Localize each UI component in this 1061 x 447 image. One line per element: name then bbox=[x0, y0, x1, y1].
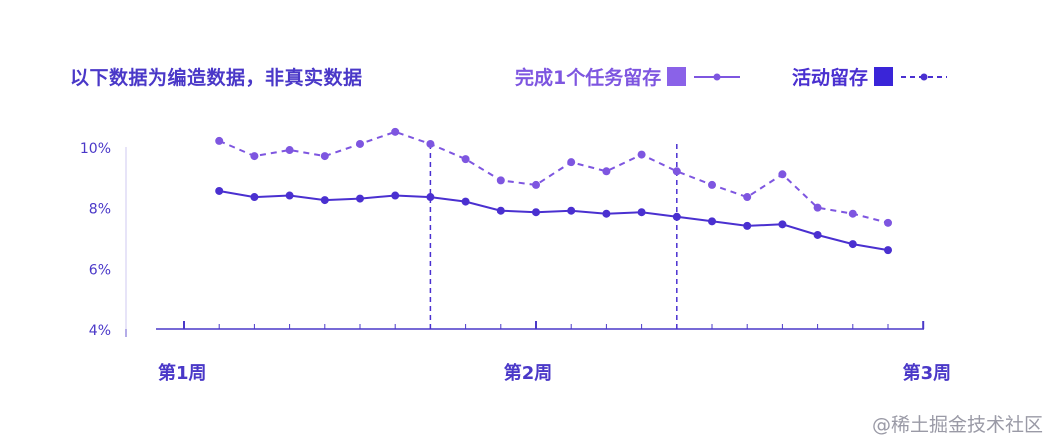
series-point-0 bbox=[320, 152, 329, 161]
series-line-1 bbox=[219, 190, 889, 252]
series-point-0 bbox=[602, 167, 611, 176]
series-point-1 bbox=[848, 240, 857, 249]
watermark: @稀土掘金技术社区 bbox=[872, 414, 1044, 436]
series-point-0 bbox=[426, 139, 435, 148]
chart-title: 以下数据为编造数据，非真实数据 bbox=[70, 67, 363, 89]
series-point-0 bbox=[813, 203, 822, 212]
series-point-1 bbox=[778, 220, 787, 229]
series-point-0 bbox=[391, 127, 400, 136]
y-tick-label: 4% bbox=[89, 323, 111, 339]
series-point-1 bbox=[426, 193, 435, 202]
series-point-0 bbox=[285, 146, 294, 155]
x-tick-label: 第1周 bbox=[158, 362, 207, 384]
series-point-0 bbox=[567, 158, 576, 167]
series-point-0 bbox=[637, 150, 646, 159]
series-point-0 bbox=[743, 193, 752, 202]
legend-item-task-retention: 完成1个任务留存 bbox=[515, 63, 741, 90]
series-point-0 bbox=[708, 180, 716, 189]
series-point-1 bbox=[496, 206, 505, 215]
series-point-0 bbox=[848, 209, 857, 218]
series-point-1 bbox=[285, 191, 294, 200]
series-point-0 bbox=[461, 155, 470, 164]
series-point-0 bbox=[215, 136, 224, 145]
series-point-0 bbox=[532, 180, 540, 189]
series-point-0 bbox=[884, 218, 892, 227]
y-tick-label: 8% bbox=[89, 202, 111, 218]
series-point-0 bbox=[496, 176, 505, 185]
series-point-0 bbox=[250, 152, 259, 161]
series-point-1 bbox=[461, 197, 470, 206]
series-point-1 bbox=[602, 209, 611, 218]
series-point-1 bbox=[567, 206, 576, 215]
series-point-1 bbox=[672, 212, 681, 221]
legend-line-activity-retention bbox=[901, 73, 948, 80]
series-point-1 bbox=[532, 208, 540, 217]
series-point-1 bbox=[637, 208, 646, 217]
x-tick-label: 第3周 bbox=[903, 362, 952, 384]
series-point-1 bbox=[813, 230, 822, 239]
series-point-0 bbox=[356, 139, 364, 148]
legend-label-task-retention: 完成1个任务留存 bbox=[515, 67, 662, 89]
legend-line-task-retention bbox=[694, 73, 741, 80]
legend-swatch-task-retention bbox=[667, 67, 687, 86]
legend-label-activity-retention: 活动留存 bbox=[792, 67, 869, 89]
series-line-0 bbox=[218, 130, 889, 224]
series-point-1 bbox=[884, 246, 892, 255]
series-point-1 bbox=[391, 191, 400, 200]
series-point-1 bbox=[743, 221, 752, 230]
series-point-1 bbox=[356, 194, 364, 203]
x-tick-label: 第2周 bbox=[504, 362, 553, 384]
legend-item-activity-retention: 活动留存 bbox=[792, 63, 948, 90]
series-point-1 bbox=[320, 196, 329, 205]
series-point-1 bbox=[708, 217, 716, 226]
legend-swatch-activity-retention bbox=[874, 67, 894, 86]
y-tick-label: 6% bbox=[89, 262, 111, 278]
series-point-1 bbox=[250, 193, 259, 202]
series-point-0 bbox=[672, 167, 681, 176]
series-point-0 bbox=[778, 170, 787, 179]
y-tick-label: 10% bbox=[80, 141, 111, 157]
series-point-1 bbox=[215, 186, 224, 195]
